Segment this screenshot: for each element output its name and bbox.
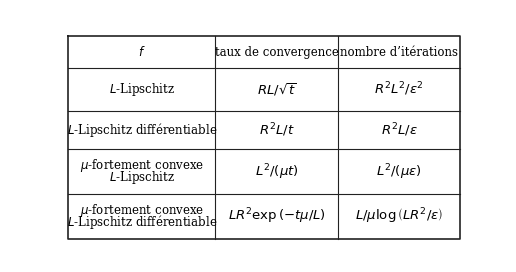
Text: $\mu$-fortement convexe: $\mu$-fortement convexe: [80, 157, 204, 174]
Text: $R^2L^2/\epsilon^2$: $R^2L^2/\epsilon^2$: [374, 81, 424, 98]
Text: $\mu$-fortement convexe: $\mu$-fortement convexe: [80, 202, 204, 219]
Text: taux de convergence: taux de convergence: [215, 46, 338, 58]
Text: $L$-Lipschitz différentiable: $L$-Lipschitz différentiable: [67, 214, 217, 231]
Text: $L/\mu \log\left(LR^2/\epsilon\right)$: $L/\mu \log\left(LR^2/\epsilon\right)$: [355, 207, 443, 226]
Text: $L$-Lipschitz: $L$-Lipschitz: [109, 81, 175, 98]
Text: $L$-Lipschitz différentiable: $L$-Lipschitz différentiable: [67, 121, 217, 139]
Text: $R^2L/t$: $R^2L/t$: [259, 121, 295, 139]
Text: nombre d’itérations: nombre d’itérations: [340, 46, 458, 58]
Text: $LR^2 \exp\left(-t\mu/L\right)$: $LR^2 \exp\left(-t\mu/L\right)$: [228, 207, 326, 226]
Text: $RL/\sqrt{t}$: $RL/\sqrt{t}$: [256, 81, 297, 98]
Text: $L^2/(\mu t)$: $L^2/(\mu t)$: [255, 162, 299, 182]
Text: $L^2/(\mu\epsilon)$: $L^2/(\mu\epsilon)$: [376, 162, 422, 182]
Text: $R^2L/\epsilon$: $R^2L/\epsilon$: [381, 121, 417, 139]
Text: $L$-Lipschitz: $L$-Lipschitz: [109, 169, 175, 186]
Text: $f$: $f$: [138, 45, 146, 59]
